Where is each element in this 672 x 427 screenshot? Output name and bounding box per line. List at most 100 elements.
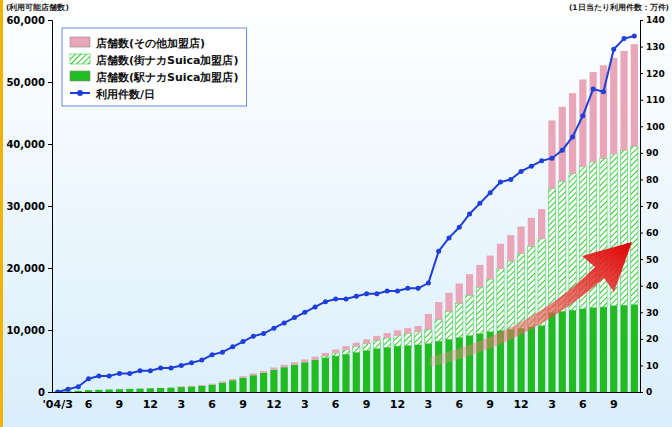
bar: [209, 383, 216, 385]
bar: [373, 349, 380, 392]
bar: [260, 371, 267, 373]
tick: 100: [640, 122, 665, 132]
tick: 3: [177, 398, 185, 411]
marker: [601, 89, 606, 94]
tick-mark: [48, 206, 52, 207]
bar: [260, 373, 267, 392]
bar: [456, 337, 463, 392]
tick-label: 3: [548, 398, 556, 411]
tick-mark: [640, 126, 643, 127]
marker: [148, 368, 153, 373]
bar: [610, 306, 617, 392]
bar: [270, 370, 277, 392]
bar: [373, 341, 380, 349]
tick-mark: [640, 339, 643, 340]
tick: 12: [390, 398, 405, 411]
bar: [620, 51, 627, 150]
tick-mark: [640, 100, 643, 101]
bar: [353, 352, 360, 392]
legend-label: 店舗数(その他加盟店): [95, 37, 205, 50]
tick-label: 50: [646, 255, 659, 265]
marker: [436, 249, 441, 254]
marker: [580, 113, 585, 118]
marker: [529, 164, 534, 169]
tick: 3: [548, 398, 556, 411]
tick: 30: [640, 308, 659, 318]
tick: 50: [640, 255, 659, 265]
bar: [312, 357, 319, 360]
tick: 140: [640, 15, 665, 25]
marker: [457, 225, 462, 230]
bar: [631, 146, 638, 304]
tick: 6: [455, 398, 463, 411]
tick: 3: [425, 398, 433, 411]
tick-mark: [48, 144, 52, 145]
tick-label: 6: [85, 398, 93, 411]
bar: [373, 336, 380, 341]
tick-mark: [640, 20, 643, 21]
tick-label: 9: [610, 398, 618, 411]
tick-mark: [640, 206, 643, 207]
tick: 6: [332, 398, 340, 411]
bar: [209, 385, 216, 392]
bar: [178, 387, 185, 388]
bar: [548, 189, 555, 313]
marker: [302, 310, 307, 315]
marker: [313, 304, 318, 309]
bar: [445, 339, 452, 392]
tick: 60,000: [6, 15, 52, 26]
bar: [414, 326, 421, 332]
plot: 010,00020,00030,00040,00050,00060,000010…: [6, 15, 664, 411]
bar: [229, 379, 236, 380]
marker: [560, 148, 565, 153]
tick-label: 0: [646, 387, 652, 397]
bar: [528, 218, 535, 247]
bar: [219, 383, 226, 392]
bar: [116, 389, 123, 392]
bar: [178, 387, 185, 392]
bar: [363, 339, 370, 343]
marker: [86, 376, 91, 381]
tick: 9: [363, 398, 371, 411]
tick-label: 12: [513, 398, 528, 411]
tick: 10: [640, 361, 659, 371]
marker: [344, 297, 349, 302]
axis-line: [48, 21, 53, 393]
bar: [126, 388, 133, 389]
tick: 0: [640, 387, 652, 397]
bar: [198, 384, 205, 386]
bar: [322, 353, 329, 356]
tick-label: 9: [486, 398, 494, 411]
bar: [620, 305, 627, 392]
bar: [590, 72, 597, 162]
side-strip: [0, 0, 3, 427]
bar: [487, 279, 494, 332]
tick-label: 100: [646, 122, 665, 132]
tick-mark: [48, 392, 52, 393]
bar: [147, 388, 154, 392]
bar: [548, 120, 555, 188]
tick: 12: [143, 398, 158, 411]
marker: [539, 158, 544, 163]
marker: [354, 294, 359, 299]
tick-label: 12: [266, 398, 281, 411]
line: [58, 36, 635, 392]
tick-mark: [48, 268, 52, 269]
tick-label: 9: [116, 398, 124, 411]
marker: [251, 334, 256, 339]
bar: [559, 107, 566, 181]
bar: [281, 367, 288, 392]
axis-line: [53, 392, 641, 393]
axis-line: [641, 21, 644, 393]
bar: [517, 226, 524, 253]
tick-label: 30,000: [6, 201, 45, 212]
bar: [95, 390, 102, 392]
tick: 30,000: [6, 201, 52, 212]
bar: [466, 274, 473, 295]
bar: [167, 387, 174, 388]
bar: [342, 354, 349, 392]
tick: 10,000: [6, 325, 52, 336]
tick: 0: [38, 387, 52, 398]
bar: [198, 385, 205, 386]
bar: [75, 391, 82, 392]
